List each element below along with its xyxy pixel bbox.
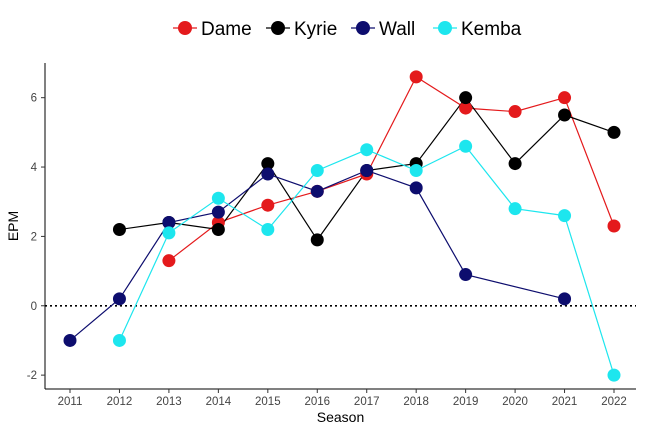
- x-tick-label: 2022: [601, 396, 627, 408]
- data-point-wall-2021: [558, 292, 572, 306]
- data-point-kyrie-2022: [607, 125, 621, 139]
- data-point-kemba-2016: [310, 164, 324, 178]
- data-point-wall-2018: [409, 181, 423, 195]
- x-tick-label: 2018: [403, 396, 429, 408]
- legend-marker-kemba: [438, 21, 452, 35]
- y-axis-title: EPM: [5, 211, 21, 241]
- y-tick-label: 6: [31, 93, 37, 105]
- data-point-kyrie-2015: [261, 157, 275, 171]
- x-tick-label: 2020: [502, 396, 528, 408]
- data-point-kemba-2013: [162, 226, 176, 240]
- data-point-dame-2022: [607, 219, 621, 233]
- x-tick-label: 2017: [354, 396, 380, 408]
- legend-label-wall: Wall: [379, 19, 415, 40]
- y-tick-label: 0: [31, 301, 37, 313]
- x-axis-title: Season: [317, 409, 364, 425]
- data-point-kemba-2012: [112, 333, 126, 347]
- data-point-kemba-2019: [459, 139, 473, 153]
- data-point-kemba-2014: [211, 191, 225, 205]
- legend-marker-kyrie: [271, 21, 285, 35]
- legend: Dame Kyrie Wall Kemba: [173, 19, 522, 40]
- data-point-kemba-2021: [558, 209, 572, 223]
- data-point-dame-2019: [459, 101, 473, 115]
- data-point-wall-2011: [63, 333, 77, 347]
- data-point-dame-2020: [508, 105, 522, 119]
- data-point-wall-2016: [310, 184, 324, 198]
- data-point-kyrie-2020: [508, 157, 522, 171]
- series-lines-layer: [69, 76, 615, 376]
- y-tick-label: -2: [27, 370, 37, 382]
- series-line-dame: [168, 76, 615, 262]
- y-tick-label: 2: [31, 231, 37, 243]
- data-point-kemba-2018: [409, 164, 423, 178]
- series-line-kemba: [118, 145, 615, 376]
- legend-label-kemba: Kemba: [461, 19, 522, 40]
- data-point-wall-2013: [162, 216, 176, 230]
- data-point-wall-2012: [112, 292, 126, 306]
- data-point-wall-2014: [211, 205, 225, 219]
- data-point-kyrie-2021: [558, 108, 572, 122]
- x-tick-label: 2016: [304, 396, 330, 408]
- data-point-kyrie-2014: [211, 222, 225, 236]
- data-point-kemba-2017: [360, 143, 374, 157]
- data-point-kyrie-2016: [310, 233, 324, 247]
- x-tick-label: 2019: [453, 396, 479, 408]
- x-tick-label: 2014: [206, 396, 232, 408]
- data-point-dame-2018: [409, 70, 423, 84]
- x-tick-label: 2013: [156, 396, 182, 408]
- data-point-dame-2015: [261, 198, 275, 212]
- data-point-dame-2013: [162, 254, 176, 268]
- legend-marker-dame: [178, 21, 192, 35]
- data-point-kyrie-2019: [459, 91, 473, 105]
- data-point-wall-2015: [261, 167, 275, 181]
- x-tick-label: 2015: [255, 396, 281, 408]
- legend-label-dame: Dame: [201, 19, 252, 40]
- legend-label-kyrie: Kyrie: [294, 19, 337, 40]
- data-point-wall-2017: [360, 164, 374, 178]
- axes: -2 0 2 4 6 2011 2012 2013 2014 2015 2016 2017 2018 20…: [27, 63, 636, 408]
- y-tick-label: 4: [31, 162, 38, 174]
- data-point-kemba-2020: [508, 202, 522, 216]
- x-tick-label: 2021: [552, 396, 578, 408]
- data-point-kemba-2015: [261, 222, 275, 236]
- data-point-wall-2019: [459, 268, 473, 282]
- legend-marker-wall: [356, 21, 370, 35]
- series-line-wall: [69, 169, 565, 341]
- x-tick-label: 2011: [58, 396, 83, 408]
- x-tick-label: 2012: [107, 396, 133, 408]
- series-points-layer: [63, 70, 621, 382]
- data-point-kyrie-2012: [112, 222, 126, 236]
- data-point-kemba-2022: [607, 368, 621, 382]
- data-point-dame-2021: [558, 91, 572, 105]
